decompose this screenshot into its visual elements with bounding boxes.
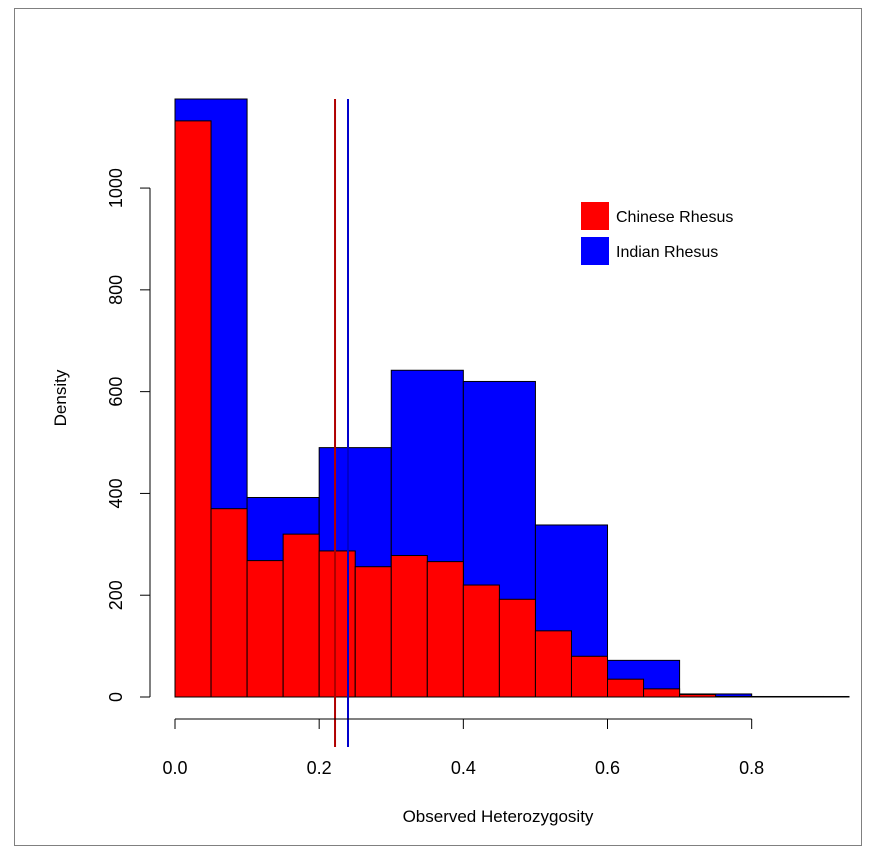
y-axis-title: Density [51,369,70,426]
y-tick-label-2: 400 [106,478,126,508]
chinese-rhesus-bar-5 [354,566,392,698]
chinese-rhesus-bar-14 [679,693,717,698]
chinese-rhesus-bar-0 [174,120,212,698]
y-tick-label-4: 800 [106,275,126,305]
mean-lines [334,99,350,747]
x-axis-title: Observed Heterozygosity [403,807,594,826]
legend-swatch-1 [581,237,609,265]
y-tick-label-3: 600 [106,377,126,407]
x-tick-label-0: 0.0 [162,758,187,778]
x-tick-label-3: 0.6 [595,758,620,778]
chinese-rhesus-bar-15 [715,695,753,698]
legend-label-0: Chinese Rhesus [616,209,733,226]
x-tick-label-4: 0.8 [739,758,764,778]
chinese-rhesus-bar-7 [426,561,464,698]
chinese-rhesus-bar-11 [570,655,609,698]
legend: Chinese Rhesus Indian Rhesus [581,202,733,265]
y-tick-label-1: 200 [106,580,126,610]
chinese-rhesus-bar-10 [534,630,572,698]
y-axis: 0 200 400 600 800 1000 [106,168,151,702]
chinese-rhesus-bar-4 [318,550,356,698]
chinese-rhesus-bar-2 [246,560,284,698]
y-tick-label-5: 1000 [106,168,126,208]
x-axis: 0.0 0.2 0.4 0.6 0.8 [162,718,764,778]
chinese-rhesus-bar-8 [462,584,500,698]
chinese-rhesus-bars [174,120,850,698]
legend-label-1: Indian Rhesus [616,244,718,261]
chinese-rhesus-bar-17 [787,695,825,698]
chinese-rhesus-bar-9 [498,598,536,698]
chinese-rhesus-bar-18 [823,695,850,698]
chinese-rhesus-bar-3 [282,533,320,698]
x-tick-label-1: 0.2 [307,758,332,778]
chinese-rhesus-bar-13 [643,688,681,698]
x-tick-label-2: 0.4 [451,758,476,778]
chinese-rhesus-bar-12 [607,678,645,698]
legend-swatch-0 [581,202,609,230]
y-tick-label-0: 0 [106,692,126,702]
chinese-rhesus-bar-1 [210,508,248,698]
chinese-rhesus-bar-6 [390,555,428,698]
chinese-rhesus-bar-16 [751,695,789,698]
